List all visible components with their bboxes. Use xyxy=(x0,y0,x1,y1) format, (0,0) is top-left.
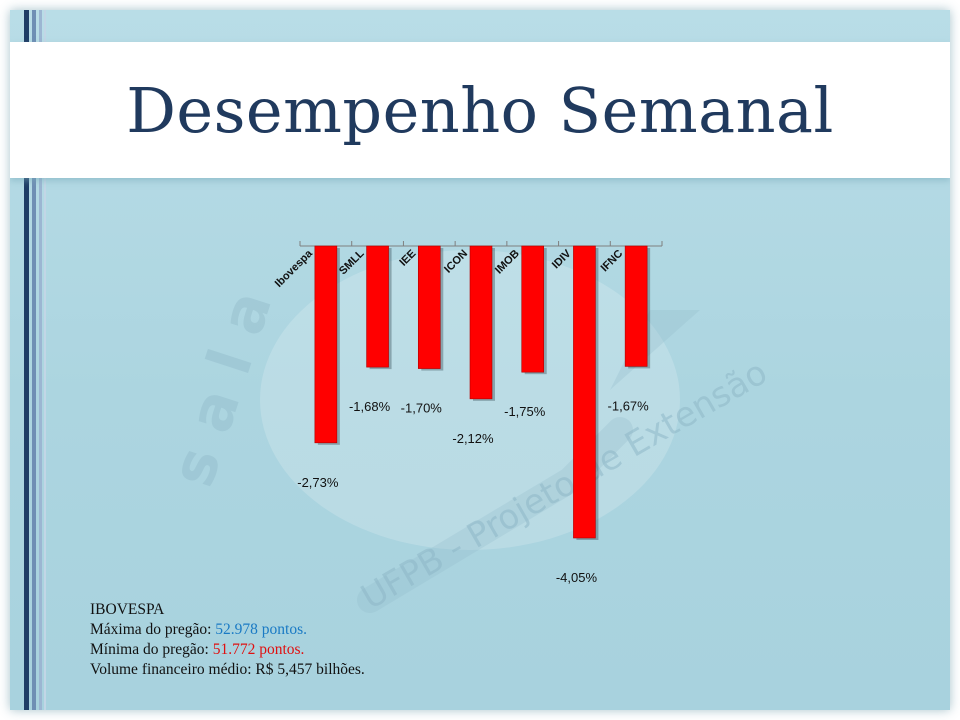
category-label: ICON xyxy=(442,248,470,276)
bar-ifnc xyxy=(624,245,648,367)
bar-idiv xyxy=(573,245,596,539)
title-band: Desempenho Semanal xyxy=(10,42,950,178)
info-volume: Volume financeiro médio: R$ 5,457 bilhõe… xyxy=(90,661,365,678)
info-max: Máxima do pregão: 52.978 pontos. xyxy=(90,620,365,640)
category-label: SMLL xyxy=(337,247,367,277)
info-min-value: 51.772 pontos. xyxy=(212,641,305,658)
info-heading: IBOVESPA xyxy=(90,601,165,618)
category-label: Ibovespa xyxy=(273,247,316,290)
bar-smll xyxy=(366,245,389,368)
info-max-label: Máxima do pregão: xyxy=(90,621,212,638)
data-label: -1,68% xyxy=(349,399,391,414)
data-label: -1,75% xyxy=(504,404,546,419)
ibovespa-info: IBOVESPA Máxima do pregão: 52.978 pontos… xyxy=(90,600,365,680)
category-label: IMOB xyxy=(493,248,522,277)
bar-ibovespa xyxy=(314,245,338,444)
data-label: -1,67% xyxy=(608,398,650,413)
bar-imob xyxy=(521,245,545,373)
data-label: -2,73% xyxy=(297,475,339,490)
info-min: Mínima do pregão: 51.772 pontos. xyxy=(90,640,365,660)
bar-icon xyxy=(469,245,493,400)
page-title: Desempenho Semanal xyxy=(126,73,834,147)
decorative-stripes xyxy=(10,10,50,710)
info-min-label: Mínima do pregão: xyxy=(90,641,209,658)
category-label: IDIV xyxy=(550,247,574,271)
data-label: -2,12% xyxy=(452,431,494,446)
category-label: IEE xyxy=(397,248,418,269)
info-max-value: 52.978 pontos. xyxy=(215,621,307,638)
bar-iee xyxy=(417,245,441,369)
data-label: -4,05% xyxy=(556,570,598,585)
data-label: -1,70% xyxy=(401,401,443,416)
category-label: IFNC xyxy=(599,248,626,275)
